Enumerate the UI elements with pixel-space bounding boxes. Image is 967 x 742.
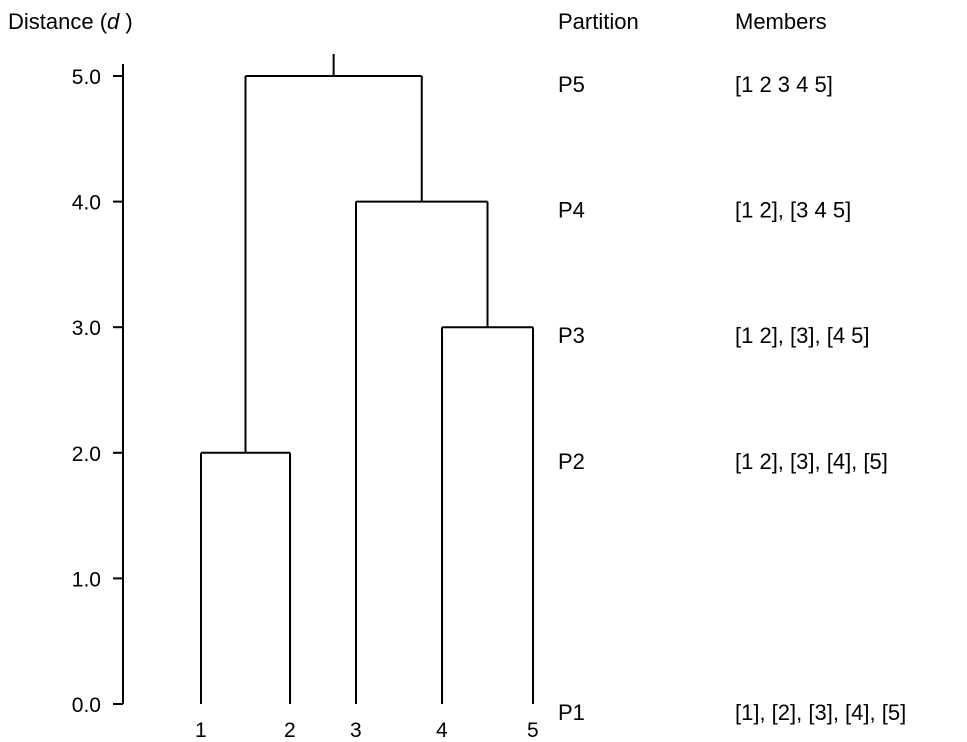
dendrogram-branches (200, 54, 534, 704)
partition-members: [1 2 3 4 5] (735, 72, 833, 97)
leaf-label: 4 (436, 719, 448, 742)
partition-name: P5 (558, 72, 585, 97)
axis-tick-label: 3.0 (72, 317, 101, 340)
axis-title: Distance (d ) (8, 9, 133, 34)
leaf-label: 5 (527, 719, 539, 742)
axis-tick-label: 2.0 (72, 443, 101, 466)
partition-members: [1 2], [3], [4 5] (735, 323, 870, 348)
partition-members: [1], [2], [3], [4], [5] (735, 700, 906, 725)
axis-ticks: 0.0 1.0 2.0 3.0 4.0 5.0 (72, 66, 123, 717)
partition-name: P1 (558, 700, 585, 725)
partition-name: P2 (558, 449, 585, 474)
partition-name: P3 (558, 323, 585, 348)
leaf-label: 2 (284, 719, 296, 742)
leaf-label: 1 (195, 719, 207, 742)
partition-members: [1 2], [3 4 5] (735, 198, 851, 223)
partition-table: P5 [1 2 3 4 5] P4 [1 2], [3 4 5] P3 [1 2], [3… (558, 72, 906, 725)
leaf-label: 3 (350, 719, 362, 742)
partition-members: [1 2], [3], [4], [5] (735, 449, 888, 474)
axis-tick-label: 0.0 (72, 694, 101, 717)
axis-tick-label: 1.0 (72, 568, 101, 591)
partition-name: P4 (558, 198, 585, 223)
axis-tick-label: 5.0 (72, 66, 101, 89)
axis-title-variable: d (107, 9, 120, 34)
axis-title-prefix: Distance ( (8, 9, 108, 34)
axis-title-suffix: ) (119, 9, 132, 34)
partition-column-header: Partition (558, 9, 639, 34)
axis-tick-label: 4.0 (72, 192, 101, 215)
members-column-header: Members (735, 9, 827, 34)
leaf-labels: 1 2 3 4 5 (195, 719, 539, 742)
